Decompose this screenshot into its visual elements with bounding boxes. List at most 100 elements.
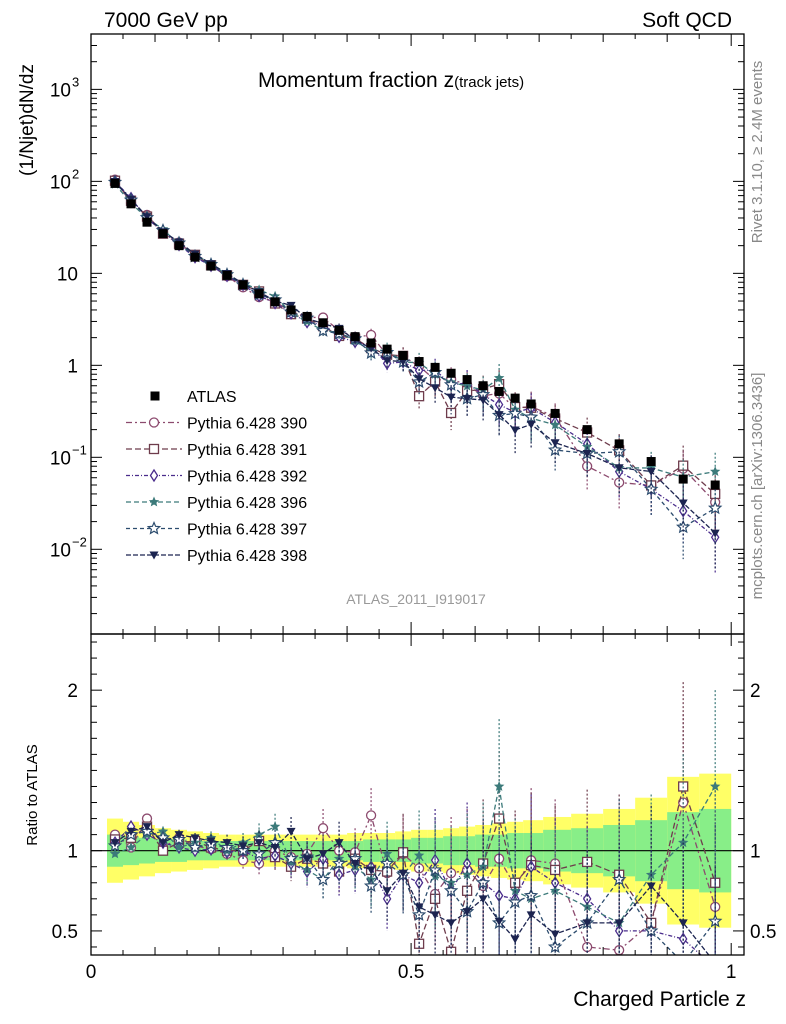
marker-point [550,439,560,448]
marker-point [446,368,456,378]
marker-point [190,252,200,262]
marker-point [365,329,377,341]
marker-point [286,827,296,836]
marker-point [110,178,120,188]
marker-point [477,861,489,872]
legend-label: ATLAS [187,389,237,406]
marker-point [550,408,560,418]
marker-point [222,839,232,848]
marker-point [646,457,656,467]
marker-point [173,842,185,852]
marker-point [283,851,299,865]
legend-entry: Pythia 6.428 396 [126,495,307,512]
marker-point [443,377,459,391]
y-tick-label-base: 1 [67,356,78,377]
marker-point [413,850,425,860]
marker-point [549,419,561,430]
marker-point [678,499,688,508]
x-tick-label: 1 [726,962,737,983]
marker-point [270,843,280,852]
marker-point [286,305,296,315]
marker-point [366,338,376,348]
marker-point [414,375,424,384]
source-label: mcplots.cern.ch [arXiv:1306.3436] [749,373,766,600]
atlas-data [110,178,720,490]
x-axis-label: Charged Particle z [573,988,746,1011]
marker-point [614,464,624,473]
marker-point [711,960,720,968]
marker-point [366,866,376,875]
marker-point [430,384,440,393]
legend-label: Pythia 6.428 390 [187,416,307,433]
marker-point [678,919,688,928]
marker-point [269,821,281,831]
marker-point [206,261,216,271]
marker-point [430,911,440,920]
ratio-y-tick-label: 1 [67,842,78,863]
marker-point [318,318,328,328]
marker-point [187,839,203,854]
x-tick-label: 0 [86,962,97,983]
y-tick-label-base: 10 [50,80,71,101]
marker-point [461,869,473,880]
y-tick-label: 10 2 [50,166,79,193]
chart-title-sub: (track jets) [454,74,524,91]
legend-label: Pythia 6.428 398 [187,548,307,565]
marker-point [708,500,723,515]
y-axis-label: (1/Njet)dN/dz [17,64,38,176]
marker-point [414,903,424,912]
marker-point [302,855,312,864]
marker-point [270,297,280,307]
marker-point [126,827,136,836]
marker-point [526,399,536,409]
marker-point [142,823,152,832]
legend-entry: Pythia 6.428 398 [126,548,307,565]
marker-point [445,877,457,888]
marker-point [253,829,265,840]
ratio-series [110,805,720,968]
marker-point [475,875,491,889]
ratio-y-axis-label: Ratio to ATLAS [24,744,41,845]
marker-point [478,895,488,904]
ratio-y-tick-label-right: 0.5 [750,922,776,943]
marker-point [254,839,264,848]
legend-entry: Pythia 6.428 397 [126,520,307,539]
marker-point [206,837,216,846]
y-tick-label-base: 10 [57,264,78,285]
marker-point [710,466,721,476]
y-tick-label-exp: −1 [72,442,87,457]
chart-title: Momentum fraction z(track jets) [258,69,524,92]
marker-point [446,393,456,402]
y-tick-label: 10 3 [50,74,79,101]
marker-point [493,781,505,791]
marker-point [445,407,457,419]
marker-point [710,529,720,538]
marker-point [494,386,504,396]
marker-point [158,229,168,239]
marker-point [149,468,159,483]
marker-point [710,480,720,490]
legend-label: Pythia 6.428 391 [187,442,307,459]
marker-point [126,199,136,209]
marker-point [678,837,689,848]
y-tick-label-exp: 3 [72,74,79,89]
marker-point [413,391,425,402]
marker-point [462,375,472,385]
marker-point [678,957,689,968]
ratio-frame [90,633,745,956]
marker-point [148,417,160,428]
ratio-y-tick-label: 0.5 [52,922,78,943]
marker-point [110,839,120,848]
marker-point [710,781,721,791]
marker-point [614,919,624,928]
legend-entry: ATLAS [150,389,237,406]
chart-title-main: Momentum fraction z [258,69,454,92]
marker-point [254,289,264,299]
marker-point [507,894,523,909]
ratio-series-line [114,825,702,955]
y-tick-label-base: 10 [50,448,71,469]
y-tick-label: 1 [67,356,78,377]
y-tick-label-exp: 2 [72,166,79,181]
marker-point [443,883,459,897]
